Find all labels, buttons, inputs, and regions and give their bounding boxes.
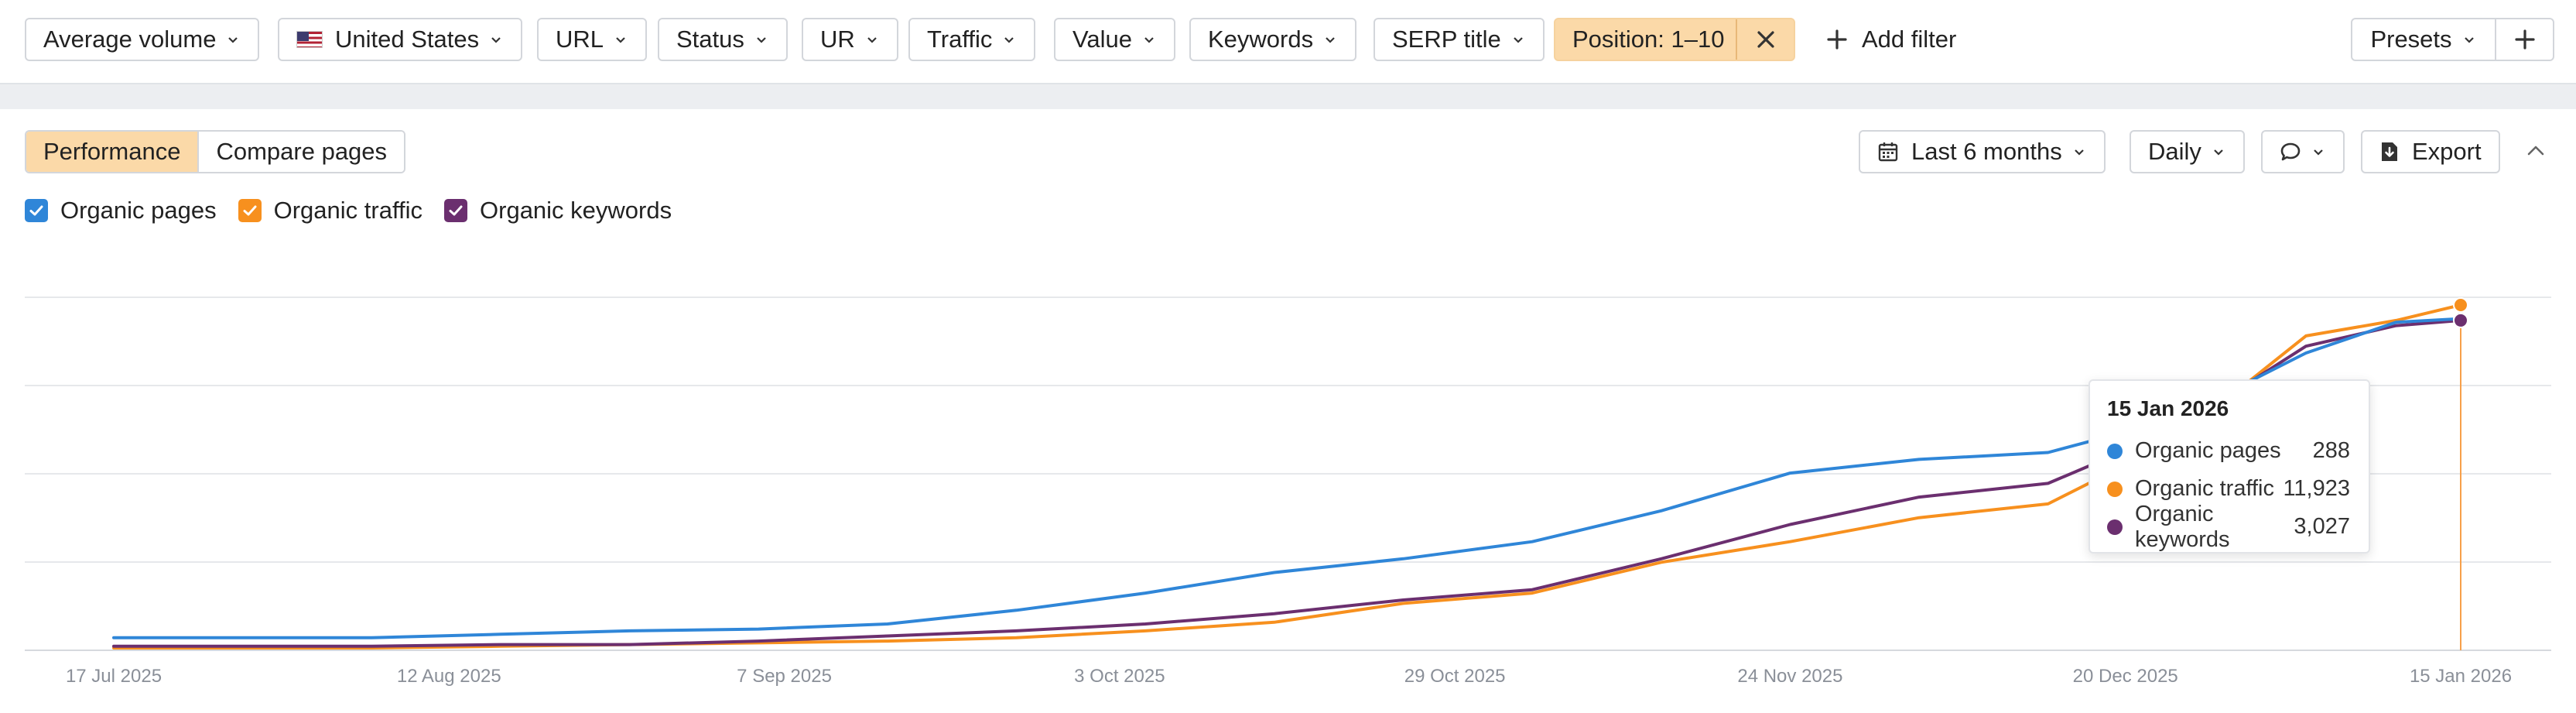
x-tick-label: 3 Oct 2025 <box>1074 666 1165 687</box>
traffic-filter[interactable]: Traffic <box>908 18 1036 61</box>
organic-keywords-point <box>2453 312 2468 328</box>
filter-bar: Average volume United States URL Status … <box>0 0 2576 83</box>
interval-label: Daily <box>2148 138 2201 165</box>
export-label: Export <box>2412 138 2482 165</box>
url-filter[interactable]: URL <box>537 18 648 61</box>
x-tick-label: 7 Sep 2025 <box>737 666 832 687</box>
chevron-down-icon <box>757 37 766 43</box>
chevron-down-icon <box>616 37 625 43</box>
organic-traffic-dot-icon <box>2107 481 2123 497</box>
chevron-down-icon <box>2464 37 2474 43</box>
average-volume-filter[interactable]: Average volume <box>25 18 260 61</box>
serp-title-filter[interactable]: SERP title <box>1374 18 1545 61</box>
add-filter-button[interactable]: Add filter <box>1826 18 1956 61</box>
checkbox-checked-icon[interactable] <box>238 199 262 222</box>
chevron-down-icon <box>2074 149 2084 156</box>
country-filter[interactable]: United States <box>278 18 523 61</box>
position-filter-button[interactable]: Position: 1–10 <box>1572 26 1725 53</box>
tab-performance[interactable]: Performance <box>26 132 198 172</box>
ur-label: UR <box>820 26 855 53</box>
keywords-filter[interactable]: Keywords <box>1189 18 1357 61</box>
tooltip-label: Organic pages <box>2135 438 2281 463</box>
tooltip-row: Organic keywords 3,027 <box>2107 502 2350 552</box>
presets-group: Presets <box>2351 18 2554 61</box>
section-divider <box>0 83 2576 109</box>
x-tick-label: 17 Jul 2025 <box>66 666 162 687</box>
x-tick-label: 29 Oct 2025 <box>1404 666 1506 687</box>
keywords-label: Keywords <box>1208 26 1314 53</box>
position-filter: Position: 1–10 <box>1554 18 1795 61</box>
check-icon <box>449 205 463 216</box>
calendar-icon <box>1878 142 1898 162</box>
legend-organic-traffic[interactable]: Organic traffic <box>238 197 422 225</box>
traffic-label: Traffic <box>927 26 993 53</box>
tooltip-row: Organic traffic 11,923 <box>2107 470 2350 508</box>
tooltip-date: 15 Jan 2026 <box>2107 396 2229 420</box>
chevron-down-icon <box>2314 149 2323 156</box>
check-icon <box>243 205 257 216</box>
chevron-down-icon <box>1004 37 1014 43</box>
legend-label: Organic pages <box>60 197 217 224</box>
tooltip-label: Organic traffic <box>2135 476 2274 501</box>
chart-legend: Organic pages Organic traffic Organic ke… <box>25 195 693 226</box>
tooltip-value: 288 <box>2312 438 2350 463</box>
value-filter[interactable]: Value <box>1054 18 1175 61</box>
tooltip-label: Organic keywords <box>2135 501 2230 552</box>
comment-icon <box>2280 142 2301 161</box>
status-label: Status <box>676 26 744 53</box>
date-range-dropdown[interactable]: Last 6 months <box>1859 130 2106 173</box>
chevron-down-icon <box>228 37 238 43</box>
organic-traffic-point <box>2453 297 2468 313</box>
remove-position-filter-button[interactable] <box>1736 19 1794 60</box>
tab-compare-pages[interactable]: Compare pages <box>197 132 405 172</box>
presets-label: Presets <box>2370 26 2452 53</box>
value-label: Value <box>1072 26 1132 53</box>
add-preset-button[interactable] <box>2495 19 2553 60</box>
close-icon <box>1757 31 1774 48</box>
ur-filter[interactable]: UR <box>802 18 898 61</box>
presets-button[interactable]: Presets <box>2352 19 2495 60</box>
x-tick-label: 15 Jan 2026 <box>2410 666 2512 687</box>
tooltip-value: 3,027 <box>2294 514 2350 539</box>
serp-title-label: SERP title <box>1392 26 1501 53</box>
chart-tooltip: 15 Jan 2026 Organic pages 288 Organic tr… <box>2089 379 2370 554</box>
add-filter-label: Add filter <box>1862 26 1957 53</box>
chevron-down-icon <box>491 37 501 43</box>
date-range-label: Last 6 months <box>1911 138 2062 165</box>
checkbox-checked-icon[interactable] <box>444 199 468 222</box>
tooltip-value: 11,923 <box>2283 476 2350 501</box>
x-tick-label: 24 Nov 2025 <box>1737 666 1842 687</box>
organic-keywords-dot-icon <box>2107 519 2123 535</box>
x-tick-label: 12 Aug 2025 <box>397 666 501 687</box>
status-filter[interactable]: Status <box>658 18 788 61</box>
x-tick-label: 20 Dec 2025 <box>2073 666 2178 687</box>
annotations-dropdown[interactable] <box>2261 130 2345 173</box>
chevron-down-icon <box>1144 37 1154 43</box>
chevron-down-icon <box>1326 37 1335 43</box>
interval-dropdown[interactable]: Daily <box>2130 130 2245 173</box>
tooltip-row: Organic pages 288 <box>2107 432 2350 470</box>
us-flag-icon <box>296 31 323 48</box>
plus-icon <box>2514 29 2535 50</box>
chevron-down-icon <box>2214 149 2223 156</box>
legend-organic-pages[interactable]: Organic pages <box>25 197 217 225</box>
download-icon <box>2382 142 2397 161</box>
legend-label: Organic traffic <box>273 197 423 224</box>
country-label: United States <box>335 26 480 53</box>
view-switcher: Performance Compare pages <box>25 130 406 173</box>
check-icon <box>29 205 43 216</box>
chevron-down-icon <box>867 37 877 43</box>
chevron-down-icon <box>1513 37 1523 43</box>
legend-organic-keywords[interactable]: Organic keywords <box>444 197 672 225</box>
chevron-up-icon[interactable] <box>2523 138 2549 164</box>
legend-label: Organic keywords <box>480 197 672 224</box>
plus-icon <box>1827 29 1847 50</box>
checkbox-checked-icon[interactable] <box>25 199 48 222</box>
url-label: URL <box>556 26 604 53</box>
organic-pages-dot-icon <box>2107 443 2123 459</box>
export-button[interactable]: Export <box>2361 130 2500 173</box>
average-volume-label: Average volume <box>43 26 217 53</box>
